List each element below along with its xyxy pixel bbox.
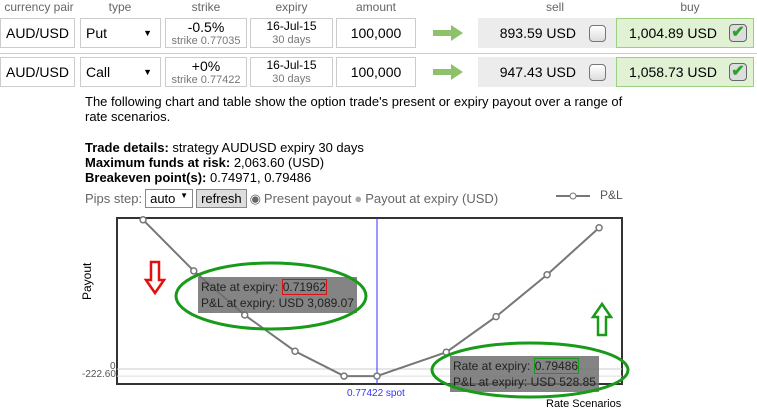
- spot-label: 0.77422 spot: [347, 388, 405, 399]
- buy-checkbox-checked[interactable]: ✔: [729, 63, 747, 81]
- arrow-right-icon: [433, 64, 463, 80]
- pips-step-label: Pips step:: [85, 191, 143, 206]
- expiry-date: 16-Jul-15: [266, 19, 317, 33]
- present-payout-label: Present payout: [263, 191, 352, 206]
- legend-label: P&L: [600, 188, 623, 202]
- strike-percent: -0.5%: [187, 19, 225, 35]
- expiry-field[interactable]: 16-Jul-15 30 days: [250, 57, 333, 87]
- data-point: [373, 372, 381, 380]
- sell-price: 893.59 USD: [478, 18, 618, 48]
- strike-field[interactable]: +0% strike 0.77422: [165, 57, 247, 87]
- type-select[interactable]: Put ▼: [80, 18, 161, 48]
- y-tick-zero: 0: [110, 361, 116, 372]
- x-axis-label: Rate Scenarios: [546, 398, 622, 410]
- sell-price: 947.43 USD: [478, 57, 618, 87]
- data-point: [139, 216, 147, 224]
- amount-field[interactable]: 100,000: [336, 18, 416, 48]
- chart-controls: Pips step: auto ▼ refresh ◉ Present payout…: [85, 189, 498, 208]
- sell-value: 947.43 USD: [499, 64, 576, 80]
- header-sell: sell: [545, 0, 564, 14]
- intro-text: The following chart and table show the o…: [85, 94, 623, 124]
- buy-value: 1,004.89 USD: [629, 25, 717, 41]
- header-currency-pair: currency pair: [4, 0, 74, 14]
- present-payout-radio[interactable]: ◉: [249, 190, 261, 206]
- expiry-date: 16-Jul-15: [266, 58, 317, 72]
- strike-percent: +0%: [191, 58, 221, 74]
- data-point: [492, 312, 500, 321]
- data-point: [543, 270, 551, 279]
- data-point: [442, 348, 451, 356]
- tooltip-left: Rate at expiry: 0.71962 P&L at expiry: US…: [198, 277, 357, 313]
- expiry-field[interactable]: 16-Jul-15 30 days: [250, 18, 333, 48]
- pips-step-select[interactable]: auto ▼: [145, 189, 194, 208]
- type-select[interactable]: Call ▼: [80, 57, 161, 87]
- trade-details: Trade details: strategy AUDUSD expiry 30…: [85, 140, 364, 185]
- buy-value: 1,058.73 USD: [629, 64, 717, 80]
- legend-marker: [569, 192, 577, 200]
- expiry-payout-label: Payout at expiry (USD): [365, 191, 499, 206]
- data-point: [595, 223, 603, 232]
- buy-price: 1,058.73 USD ✔: [616, 57, 754, 87]
- expiry-days: 30 days: [272, 34, 311, 46]
- type-value: Call: [86, 64, 111, 80]
- strike-value: strike 0.77422: [171, 74, 241, 86]
- header-type: type: [108, 0, 132, 14]
- header-amount: amount: [355, 0, 397, 14]
- strike-value: strike 0.77035: [171, 35, 241, 47]
- currency-pair-field[interactable]: AUD/USD: [0, 18, 75, 48]
- y-tick-min: -222.60: [82, 369, 116, 380]
- header-buy: buy: [680, 0, 700, 14]
- dropdown-arrow-icon: ▼: [143, 67, 152, 77]
- data-point: [291, 347, 299, 355]
- currency-pair-field[interactable]: AUD/USD: [0, 57, 75, 87]
- expiry-payout-radio[interactable]: ●: [354, 191, 363, 206]
- data-point: [340, 372, 348, 380]
- y-axis-label: Payout: [80, 262, 94, 300]
- header-strike: strike: [191, 0, 221, 14]
- tooltip-right: Rate at expiry: 0.79486 P&L at expiry: US…: [450, 356, 599, 392]
- strike-field[interactable]: -0.5% strike 0.77035: [165, 18, 247, 48]
- header-expiry: expiry: [275, 0, 308, 14]
- refresh-button[interactable]: refresh: [196, 189, 247, 208]
- amount-field[interactable]: 100,000: [336, 57, 416, 87]
- buy-price: 1,004.89 USD ✔: [616, 18, 754, 48]
- sell-value: 893.59 USD: [499, 25, 576, 41]
- expiry-days: 30 days: [272, 73, 311, 85]
- buy-checkbox-checked[interactable]: ✔: [729, 24, 747, 42]
- dropdown-arrow-icon: ▼: [143, 28, 152, 38]
- type-value: Put: [86, 25, 108, 41]
- arrow-right-icon: [433, 25, 463, 41]
- sell-checkbox[interactable]: [589, 64, 606, 81]
- data-point: [190, 267, 198, 275]
- sell-checkbox[interactable]: [589, 25, 606, 42]
